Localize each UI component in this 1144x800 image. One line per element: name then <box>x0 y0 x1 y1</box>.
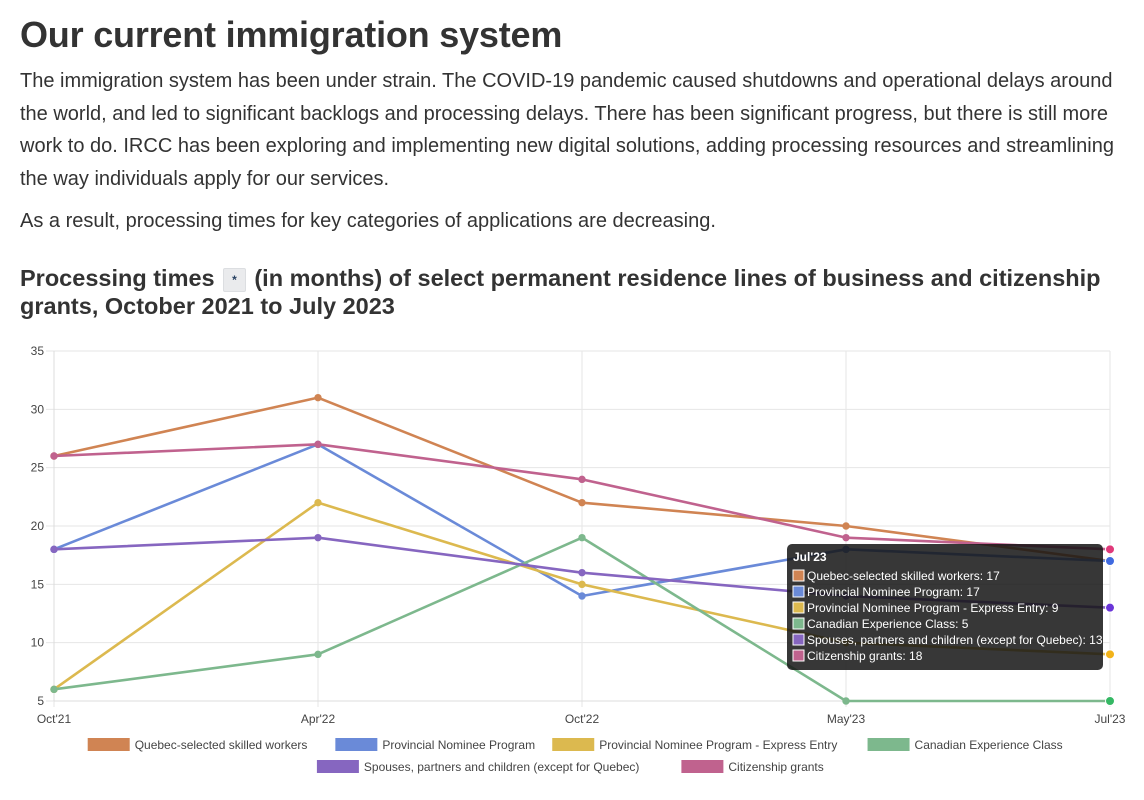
data-point[interactable] <box>578 580 586 589</box>
tooltip-title: Jul'23 <box>793 550 827 564</box>
chart-tooltip: Jul'23 Quebec-selected skilled workers: 1… <box>787 544 1103 670</box>
y-tick-label: 20 <box>31 519 45 533</box>
data-point[interactable] <box>578 592 586 600</box>
tooltip-box <box>787 544 1103 670</box>
intro-paragraph: The immigration system has been under st… <box>20 70 1114 190</box>
data-point[interactable] <box>314 498 322 507</box>
legend-swatch <box>681 760 724 773</box>
tooltip-swatch <box>792 633 805 646</box>
data-point[interactable] <box>1105 556 1115 566</box>
tooltip-item: Canadian Experience Class: 5 <box>807 617 969 631</box>
tooltip-item: Citizenship grants: 18 <box>807 649 923 663</box>
legend-item[interactable]: Canadian Experience Class <box>867 738 1063 752</box>
data-point[interactable] <box>314 393 322 402</box>
tooltip-swatch <box>792 617 805 630</box>
data-point[interactable] <box>578 568 586 577</box>
y-axis-ticks: 5 10 15 20 25 30 35 <box>31 344 45 708</box>
data-point[interactable] <box>578 498 586 507</box>
y-tick-label: 10 <box>31 636 45 650</box>
legend-item[interactable]: Provincial Nominee Program <box>335 738 535 752</box>
x-tick-label: Apr'22 <box>301 712 336 726</box>
chart-legend[interactable]: Quebec-selected skilled workers Provincia… <box>87 738 1063 774</box>
x-tick-label: Oct'21 <box>37 712 72 726</box>
series-points[interactable] <box>50 393 1115 706</box>
result-paragraph: As a result, processing times for key ca… <box>20 210 716 232</box>
data-point[interactable] <box>1105 602 1115 613</box>
legend-label: Provincial Nominee Program - Express Ent… <box>599 738 837 752</box>
x-tick-label: Jul'23 <box>1095 712 1126 726</box>
data-point[interactable] <box>1105 649 1115 660</box>
legend-swatch <box>316 760 359 773</box>
y-tick-label: 35 <box>31 344 45 358</box>
legend-swatch <box>335 738 378 751</box>
data-point[interactable] <box>1105 696 1115 706</box>
data-point[interactable] <box>314 533 322 542</box>
x-tick-label: May'23 <box>827 712 866 726</box>
legend-label: Spouses, partners and children (except f… <box>364 760 639 774</box>
y-tick-label: 30 <box>31 402 45 416</box>
chart-title-part2: (in months) of select permanent residenc… <box>20 265 1101 319</box>
data-point[interactable] <box>578 475 586 484</box>
legend-swatch <box>552 738 595 751</box>
legend-item[interactable]: Citizenship grants <box>681 760 824 774</box>
tooltip-item: Provincial Nominee Program: 17 <box>807 585 980 599</box>
tooltip-item: Provincial Nominee Program - Express Ent… <box>807 601 1059 615</box>
legend-label: Provincial Nominee Program <box>382 738 535 752</box>
x-axis-ticks: Oct'21 Apr'22 Oct'22 May'23 Jul'23 <box>37 712 1126 726</box>
tooltip-swatch <box>792 649 805 662</box>
data-point[interactable] <box>314 440 322 449</box>
tooltip-item: Spouses, partners and children (except f… <box>807 633 1103 647</box>
data-point[interactable] <box>578 533 586 542</box>
chart-title: Processing times * (in months) of select… <box>20 264 1130 320</box>
tooltip-swatch <box>792 601 805 614</box>
x-tick-label: Oct'22 <box>565 712 600 726</box>
y-tick-label: 15 <box>31 577 45 591</box>
y-tick-label: 5 <box>37 694 44 708</box>
legend-label: Quebec-selected skilled workers <box>135 738 308 752</box>
data-point[interactable] <box>50 545 58 554</box>
legend-swatch <box>867 738 910 751</box>
data-point[interactable] <box>1105 544 1115 555</box>
tooltip-swatch <box>792 585 805 598</box>
legend-item[interactable]: Quebec-selected skilled workers <box>87 738 308 752</box>
data-point[interactable] <box>50 685 58 694</box>
legend-label: Citizenship grants <box>728 760 823 774</box>
legend-swatch <box>87 738 130 751</box>
tooltip-swatch <box>792 569 805 582</box>
legend-item[interactable]: Provincial Nominee Program - Express Ent… <box>552 738 837 752</box>
legend-item[interactable]: Spouses, partners and children (except f… <box>316 760 639 774</box>
data-point[interactable] <box>314 650 322 659</box>
tooltip-item: Quebec-selected skilled workers: 17 <box>807 569 1000 583</box>
data-point[interactable] <box>842 697 850 705</box>
data-point[interactable] <box>842 533 850 542</box>
data-point[interactable] <box>50 452 58 460</box>
legend-label: Canadian Experience Class <box>915 738 1063 752</box>
y-tick-label: 25 <box>31 461 45 475</box>
chart-title-part1: Processing times <box>20 265 215 291</box>
page-heading: Our current immigration system <box>20 14 563 55</box>
data-point[interactable] <box>842 522 850 530</box>
